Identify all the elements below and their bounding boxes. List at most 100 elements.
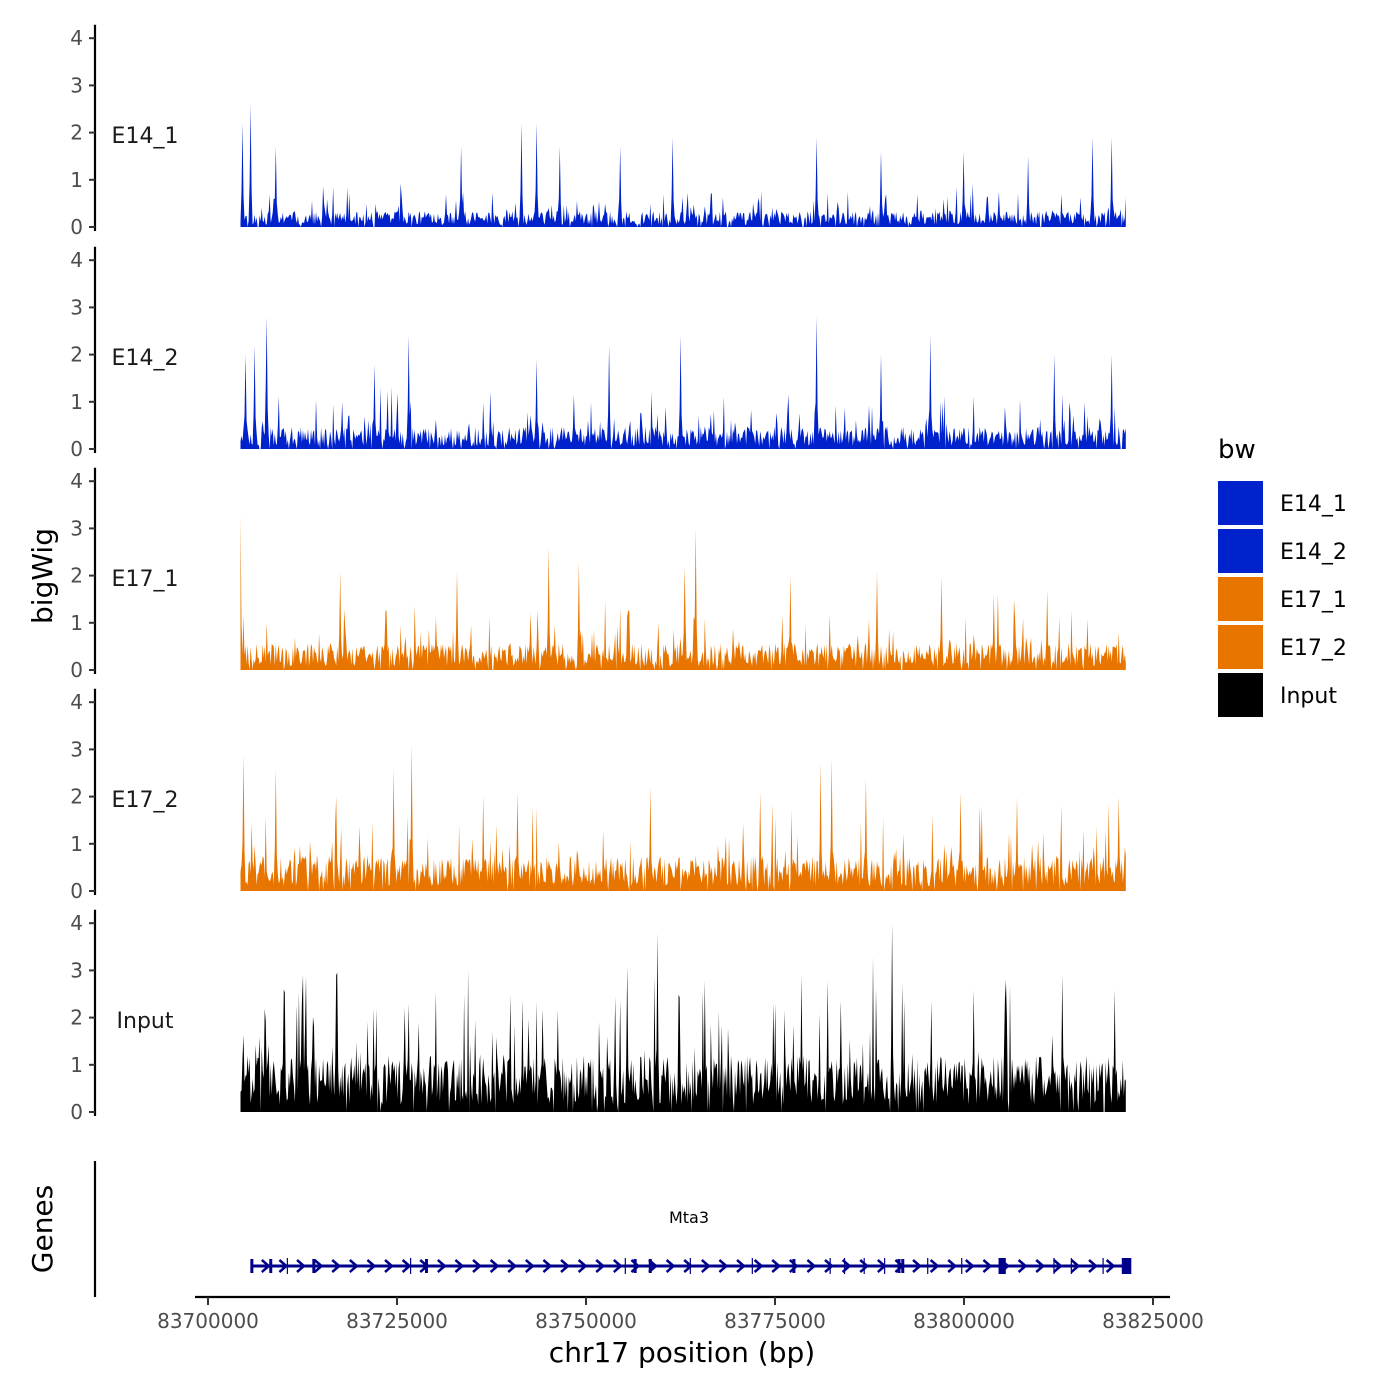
- y-tick-label: 3: [70, 295, 83, 319]
- gene-track: Genes Mta3: [26, 1161, 1132, 1297]
- y-tick-label: 0: [70, 658, 83, 682]
- track-E17_2: 0 1 2 3 4 E17_2: [70, 688, 1126, 903]
- legend-swatch-Input: [1218, 673, 1263, 717]
- coverage-area-E14_2: [240, 316, 1126, 449]
- y-tick-label: 1: [70, 832, 83, 856]
- strand-arrow: [313, 1259, 324, 1273]
- x-tick-label: 83775000: [724, 1309, 826, 1333]
- legend-swatch-E17_2: [1218, 625, 1263, 669]
- strand-arrow: [454, 1259, 465, 1273]
- strand-arrow: [964, 1259, 975, 1273]
- coverage-area-E17_2: [240, 744, 1126, 891]
- strand-arrow: [982, 1259, 993, 1273]
- y-tick-label: 1: [70, 390, 83, 414]
- strand-arrow: [331, 1259, 342, 1273]
- exon: [1000, 1258, 1006, 1274]
- strand-arrow: [736, 1259, 746, 1273]
- legend-swatch-E17_1: [1218, 577, 1263, 621]
- strand-arrow: [595, 1259, 606, 1273]
- y-tick-label: 3: [70, 958, 83, 982]
- strand-arrow: [489, 1259, 500, 1273]
- strand-arrow: [366, 1259, 377, 1273]
- strand-arrow: [524, 1259, 535, 1273]
- strand-arrow: [1070, 1259, 1081, 1273]
- strand-arrow: [401, 1259, 412, 1273]
- strand-arrow: [912, 1259, 922, 1273]
- legend-title: bw: [1218, 435, 1256, 465]
- strand-arrow: [1052, 1259, 1063, 1273]
- y-tick-label: 4: [70, 248, 83, 272]
- track-E17_1: 0 1 2 3 4 E17_1: [70, 467, 1126, 682]
- strand-arrow: [612, 1259, 623, 1273]
- coverage-area-E14_1: [240, 104, 1126, 227]
- exon: [424, 1259, 428, 1273]
- legend-swatch-E14_1: [1218, 481, 1263, 525]
- y-tick-label: 3: [70, 516, 83, 540]
- y-tick-label: 4: [70, 911, 83, 935]
- strand-arrow: [753, 1259, 764, 1273]
- x-tick-label: 83725000: [346, 1309, 448, 1333]
- strand-arrow: [384, 1259, 394, 1273]
- strand-arrow: [665, 1259, 676, 1273]
- gene-name-label: Mta3: [669, 1208, 709, 1227]
- strand-arrow: [718, 1259, 729, 1273]
- y-tick-label: 2: [70, 564, 83, 588]
- legend-label-E17_1: E17_1: [1280, 588, 1347, 613]
- track-E14_1: 0 1 2 3 4 E14_1: [70, 24, 1126, 239]
- y-tick-label: 4: [70, 690, 83, 714]
- track-label-E17_1: E17_1: [112, 567, 179, 592]
- strand-arrow: [560, 1259, 570, 1273]
- track-label-Input: Input: [117, 1009, 174, 1034]
- y-tick-label: 2: [70, 343, 83, 367]
- y-tick-label: 3: [70, 737, 83, 761]
- x-tick-label: 83800000: [913, 1309, 1015, 1333]
- x-tick-label: 83750000: [535, 1309, 637, 1333]
- x-axis-title: chr17 position (bp): [549, 1336, 815, 1369]
- strand-arrow: [542, 1259, 553, 1273]
- y-tick-label: 0: [70, 1100, 83, 1124]
- exon: [1121, 1258, 1127, 1274]
- track-label-E14_1: E14_1: [112, 124, 179, 149]
- legend-label-Input: Input: [1280, 684, 1337, 709]
- exon: [901, 1259, 905, 1273]
- legend-label-E17_2: E17_2: [1280, 636, 1347, 661]
- x-tick-label: 83700000: [157, 1309, 259, 1333]
- legend: bw E14_1 E14_2 E17_1 E17_2 Input: [1218, 435, 1347, 717]
- coverage-area-Input: [240, 923, 1126, 1112]
- exon: [792, 1259, 796, 1273]
- track-label-E17_2: E17_2: [112, 788, 179, 813]
- y-tick-label: 2: [70, 785, 83, 809]
- exon: [269, 1259, 273, 1273]
- legend-swatch-E14_2: [1218, 529, 1263, 573]
- y-tick-label: 4: [70, 469, 83, 493]
- strand-arrow: [577, 1259, 588, 1273]
- y-tick-label: 2: [70, 1006, 83, 1030]
- strand-arrow: [296, 1259, 306, 1273]
- coverage-tracks: 0 1 2 3 4 E14_1 0 1 2 3 4 E14_2 0 1 2 3 4 E17_1 0 1 2 3 4 E17_2…: [70, 24, 1126, 1124]
- exon: [648, 1259, 652, 1273]
- strand-arrow: [348, 1259, 359, 1273]
- strand-arrow: [507, 1259, 518, 1273]
- y-tick-label: 2: [70, 121, 83, 145]
- legend-label-E14_2: E14_2: [1280, 540, 1347, 565]
- strand-arrow: [683, 1259, 694, 1273]
- exon: [250, 1259, 254, 1273]
- x-tick-label: 83825000: [1102, 1309, 1204, 1333]
- strand-arrow: [929, 1259, 940, 1273]
- y-tick-label: 1: [70, 611, 83, 635]
- track-E14_2: 0 1 2 3 4 E14_2: [70, 246, 1126, 461]
- y-axis-title: bigWig: [26, 528, 59, 624]
- y-tick-label: 4: [70, 26, 83, 50]
- y-tick-label: 0: [70, 437, 83, 461]
- strand-arrow: [700, 1259, 711, 1273]
- y-tick-label: 1: [70, 168, 83, 192]
- track-label-E14_2: E14_2: [112, 346, 179, 371]
- legend-label-E14_1: E14_1: [1280, 492, 1347, 517]
- strand-arrow: [771, 1259, 782, 1273]
- strand-arrow: [472, 1259, 482, 1273]
- exon: [312, 1259, 316, 1273]
- track-Input: 0 1 2 3 4 Input: [70, 909, 1126, 1124]
- exon: [897, 1259, 901, 1273]
- strand-arrow: [1088, 1259, 1098, 1273]
